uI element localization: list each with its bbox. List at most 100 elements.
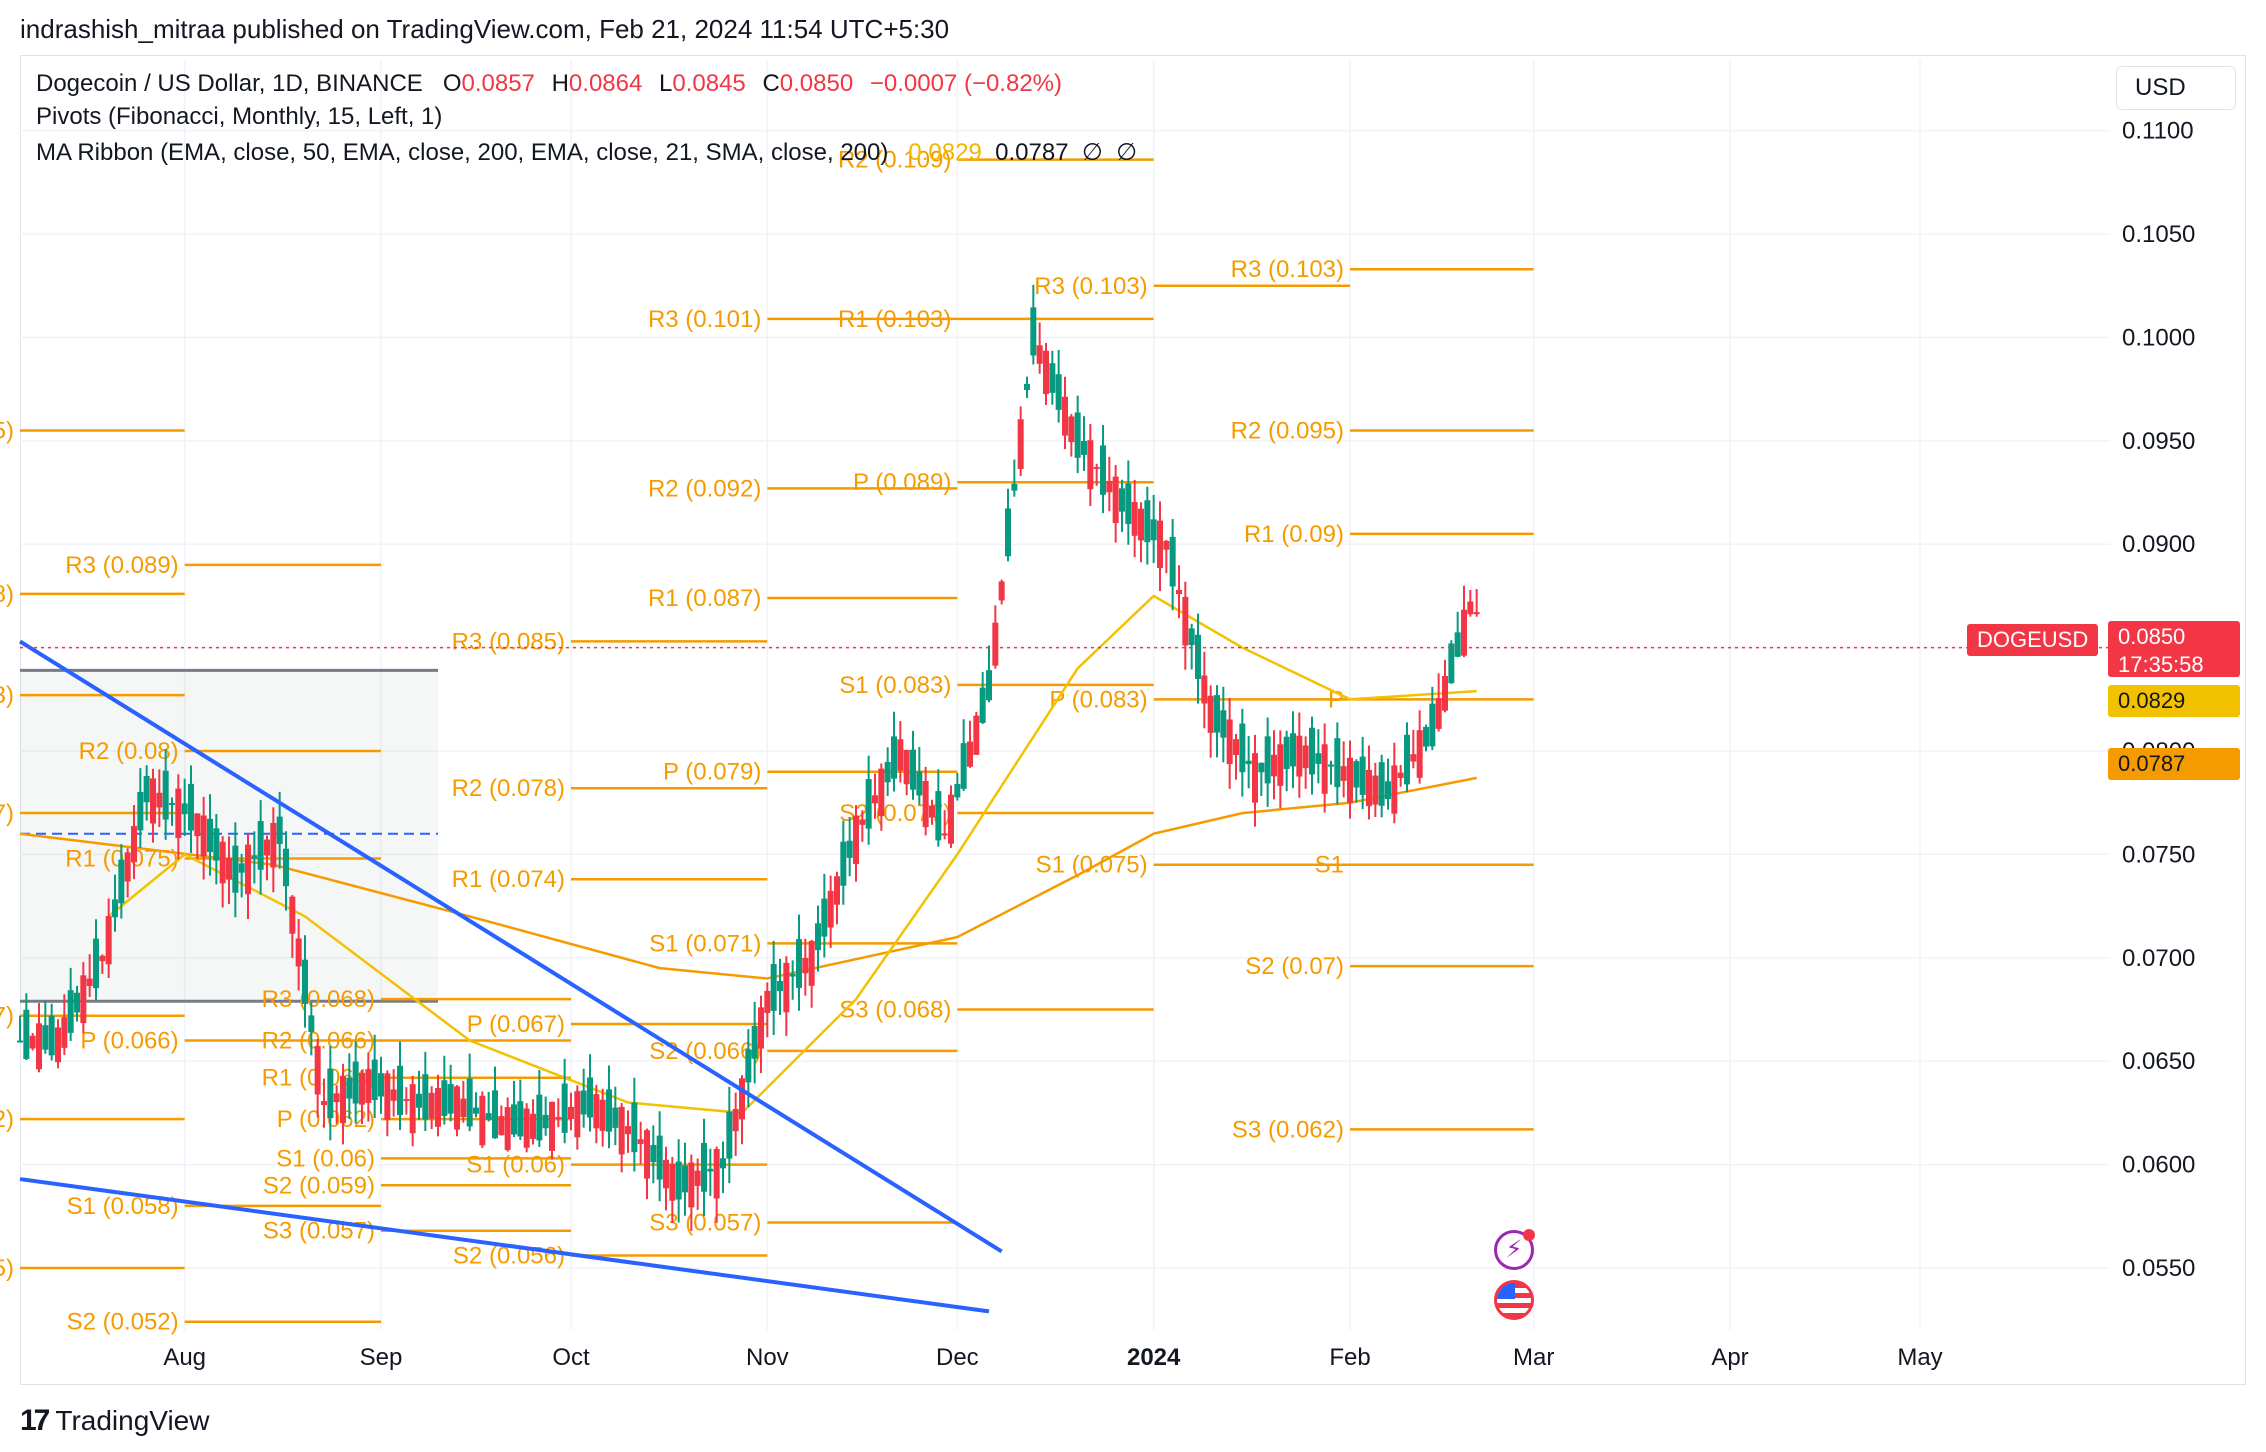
ma-empty-icon-2: ∅ [1116,139,1138,166]
candle-body [1220,710,1227,738]
candle-body [1011,483,1018,491]
pivots-legend[interactable]: Pivots (Fibonacci, Monthly, 15, Left, 1) [36,103,443,130]
candle-body [1150,519,1157,541]
pivot-level-label: S1 [1315,852,1344,879]
candle-body [682,1165,688,1193]
candle-body [1385,781,1391,800]
candle-body [599,1099,606,1131]
candle-body [454,1086,460,1130]
candle-body [872,795,878,804]
candle-body [1442,675,1448,711]
pivot-level-label: R2 (0.078) [452,775,565,802]
candle-body [409,1084,416,1134]
candle-body [1347,757,1353,803]
range-box [20,670,438,1002]
candle-body [973,715,980,755]
candle-body [1043,350,1049,395]
candle-body [1353,761,1360,788]
pivot-level-label: S1 (0.067) [0,1003,14,1030]
ma-ribbon-label: MA Ribbon (EMA, close, 50, EMA, close, 2… [36,139,889,166]
pivot-level-label: R1 (0.087) [648,585,761,612]
candle-body [390,1089,397,1101]
candle-body [625,1126,631,1135]
candle-body [1366,769,1372,807]
high-key: H [551,70,569,97]
candle-body [1068,416,1075,443]
candle-body [555,1117,562,1120]
y-tick-label: 0.0900 [2122,531,2195,558]
close-key: C [762,70,780,97]
candle-body [314,1045,321,1095]
pivot-level-label: P [1328,686,1344,713]
candle-body [675,1161,682,1200]
candle-body [726,1111,733,1159]
pivot-level-label: S1 (0.075) [1036,852,1148,879]
candle-body [1340,766,1347,781]
candle-body [1239,723,1246,773]
us-flag-icon[interactable] [1494,1280,1534,1320]
y-tick-label: 0.0550 [2122,1255,2195,1282]
chart-frame[interactable] [20,55,2246,1385]
ma-ribbon-legend[interactable]: MA Ribbon (EMA, close, 50, EMA, close, 2… [36,138,1137,167]
candle-body [238,863,245,873]
candle-body [1277,744,1284,786]
ticker-price-tag: DOGEUSD [1967,624,2099,656]
notification-dot [1523,1229,1535,1241]
candle-body [745,1049,752,1083]
symbol-legend[interactable]: Dogecoin / US Dollar, 1D, BINANCE O0.085… [36,70,1072,98]
pivot-level-label: R3 (0.085) [452,628,565,655]
candle-body [511,1104,517,1135]
publisher-caption: indrashish_mitraa published on TradingVi… [20,14,950,44]
candle-body [1074,412,1081,458]
ema-200-price-tag: 0.0787 [2108,748,2240,780]
candle-body [878,768,885,817]
candle-body [447,1084,454,1114]
candle-body [276,816,283,845]
candle-body [1302,745,1309,769]
candle-body [251,855,258,859]
candle-body [656,1135,663,1180]
candle-body [498,1116,505,1136]
pivot-level-label: S1 (0.06) [466,1152,565,1179]
x-tick-label: Feb [1329,1344,1370,1371]
pivot-level-label: R3 (0.089) [65,552,178,579]
candle-body [150,778,156,824]
tradingview-logo[interactable]: 17 TradingView [20,1404,209,1438]
candle-body [751,1025,758,1059]
lightning-icon[interactable]: ⚡ [1494,1229,1535,1270]
pivot-level-label: P (0.089) [853,469,951,496]
x-tick-label: Aug [163,1344,206,1371]
candle-body [1030,307,1037,356]
candle-body [688,1162,695,1208]
candle-body [1201,675,1208,704]
pivot-level-label: S2 (0.059) [263,1172,375,1199]
descending-support-trendline [19,1177,990,1314]
candle-body [428,1092,435,1119]
candle-body [1176,589,1182,595]
candle-body [1188,628,1195,645]
candle-body [1264,736,1271,784]
open-key: O [442,70,462,97]
currency-button[interactable]: USD [2116,66,2236,110]
candle-body [1195,634,1201,679]
candle-body [86,978,93,987]
candle-body [1100,445,1106,495]
candle-body [941,833,948,836]
pivot-level-label: S2 (0.062) [0,1106,14,1133]
ema-50-line [107,594,1477,1115]
candle-body [232,845,239,893]
candle-body [175,788,182,839]
candle-body [1328,764,1334,767]
candle-body [460,1098,467,1118]
candle-body [1321,744,1328,794]
candle-body [36,1023,42,1070]
candle-body [479,1095,486,1146]
candle-body [118,859,125,904]
pivot-level-label: P (0.083) [1049,686,1147,713]
pivot-level-label: R1 (0.103) [838,306,951,333]
candle-body [74,992,80,1013]
candle-body [960,743,967,789]
candle-body [346,1077,353,1099]
candle-body [1182,596,1189,646]
